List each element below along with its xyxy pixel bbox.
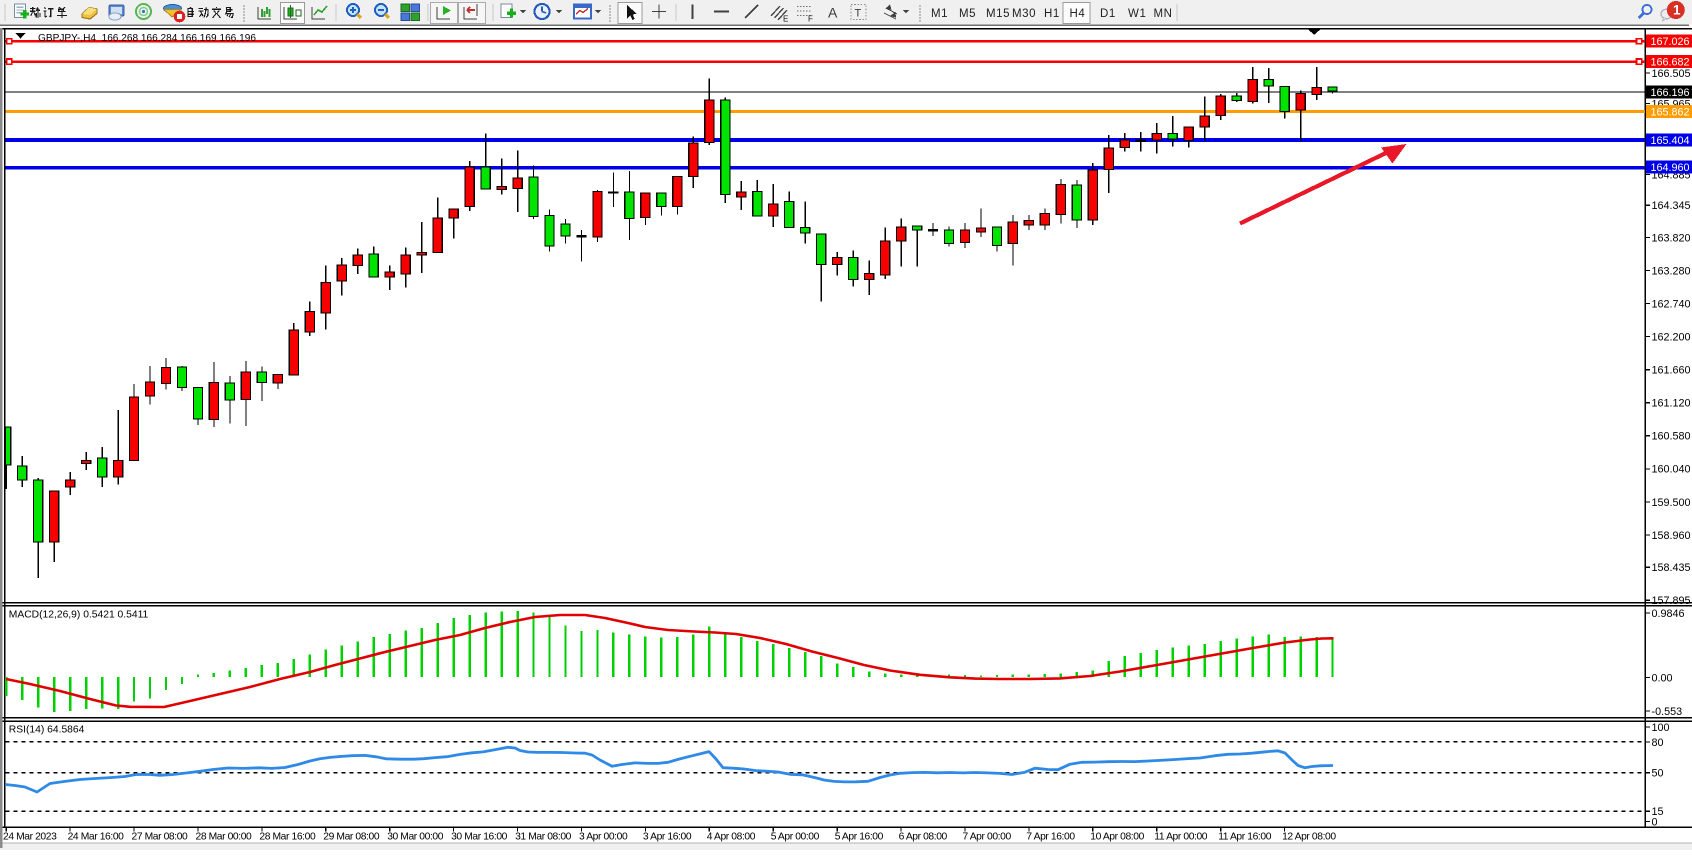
svg-text:H1: H1 <box>1044 8 1060 20</box>
svg-text:28 Mar 00:00: 28 Mar 00:00 <box>196 831 253 842</box>
svg-text:27 Mar 08:00: 27 Mar 08:00 <box>132 831 189 842</box>
svg-text:M1: M1 <box>931 8 948 20</box>
svg-text:30 Mar 00:00: 30 Mar 00:00 <box>387 831 444 842</box>
svg-text:T: T <box>855 8 862 20</box>
svg-text:H4: H4 <box>1070 8 1086 20</box>
svg-text:161.120: 161.120 <box>1652 398 1691 410</box>
svg-text:164.345: 164.345 <box>1652 200 1691 212</box>
svg-text:E: E <box>783 15 788 24</box>
svg-text:F: F <box>808 15 813 24</box>
svg-text:163.820: 163.820 <box>1652 232 1691 244</box>
svg-text:166.505: 166.505 <box>1652 68 1691 80</box>
svg-text:157.895: 157.895 <box>1652 595 1691 607</box>
svg-text:29 Mar 08:00: 29 Mar 08:00 <box>323 831 380 842</box>
svg-text:100: 100 <box>1652 722 1670 734</box>
svg-text:6 Apr 08:00: 6 Apr 08:00 <box>899 831 948 842</box>
svg-text:11 Apr 00:00: 11 Apr 00:00 <box>1154 831 1208 842</box>
svg-text:158.960: 158.960 <box>1652 530 1691 542</box>
svg-text:GBPJPY-,H4 166.268 166.284 16: GBPJPY-,H4 166.268 166.284 166.169 166.1… <box>38 33 256 44</box>
svg-text:165.862: 165.862 <box>1651 106 1690 118</box>
svg-text:12 Apr 08:00: 12 Apr 08:00 <box>1282 831 1336 842</box>
svg-text:11 Apr 16:00: 11 Apr 16:00 <box>1218 831 1272 842</box>
svg-text:3 Apr 00:00: 3 Apr 00:00 <box>579 831 628 842</box>
svg-text:31 Mar 08:00: 31 Mar 08:00 <box>515 831 572 842</box>
svg-text:-0.553: -0.553 <box>1652 706 1683 718</box>
svg-text:166.196: 166.196 <box>1651 87 1690 99</box>
svg-text:162.740: 162.740 <box>1652 298 1691 310</box>
svg-text:D1: D1 <box>1100 8 1116 20</box>
svg-text:161.660: 161.660 <box>1652 365 1691 377</box>
svg-text:30 Mar 16:00: 30 Mar 16:00 <box>451 831 508 842</box>
svg-text:158.435: 158.435 <box>1652 562 1691 574</box>
svg-text:24 Mar 16:00: 24 Mar 16:00 <box>68 831 125 842</box>
svg-text:162.200: 162.200 <box>1652 331 1691 343</box>
svg-text:RSI(14) 64.5864: RSI(14) 64.5864 <box>9 724 85 735</box>
svg-text:165.404: 165.404 <box>1651 135 1690 147</box>
svg-text:159.500: 159.500 <box>1652 497 1691 509</box>
svg-text:M30: M30 <box>1012 8 1036 20</box>
svg-text:MN: MN <box>1154 8 1173 20</box>
svg-text:1: 1 <box>1673 3 1681 18</box>
svg-text:164.960: 164.960 <box>1651 162 1690 174</box>
svg-text:163.280: 163.280 <box>1652 265 1691 277</box>
svg-text:MACD(12,26,9) 0.5421 0.5411: MACD(12,26,9) 0.5421 0.5411 <box>9 609 149 620</box>
svg-text:50: 50 <box>1652 768 1664 780</box>
svg-text:160.040: 160.040 <box>1652 464 1691 476</box>
svg-text:W1: W1 <box>1128 8 1146 20</box>
svg-text:24 Mar 2023: 24 Mar 2023 <box>3 831 57 842</box>
svg-text:0: 0 <box>1652 816 1658 828</box>
svg-text:5 Apr 00:00: 5 Apr 00:00 <box>771 831 820 842</box>
svg-text:M5: M5 <box>959 8 976 20</box>
svg-text:167.026: 167.026 <box>1651 36 1690 48</box>
svg-text:80: 80 <box>1652 737 1664 749</box>
svg-text:0.9846: 0.9846 <box>1652 608 1685 620</box>
svg-text:166.682: 166.682 <box>1651 56 1690 68</box>
svg-text:7 Apr 00:00: 7 Apr 00:00 <box>963 831 1012 842</box>
svg-text:3 Apr 16:00: 3 Apr 16:00 <box>643 831 692 842</box>
svg-text:4 Apr 08:00: 4 Apr 08:00 <box>707 831 756 842</box>
svg-text:7 Apr 16:00: 7 Apr 16:00 <box>1026 831 1075 842</box>
svg-text:160.580: 160.580 <box>1652 431 1691 443</box>
svg-text:M15: M15 <box>986 8 1010 20</box>
svg-text:0.00: 0.00 <box>1652 672 1673 684</box>
svg-text:A: A <box>828 5 838 21</box>
svg-text:28 Mar 16:00: 28 Mar 16:00 <box>259 831 316 842</box>
svg-text:10 Apr 08:00: 10 Apr 08:00 <box>1090 831 1144 842</box>
svg-text:5 Apr 16:00: 5 Apr 16:00 <box>835 831 884 842</box>
